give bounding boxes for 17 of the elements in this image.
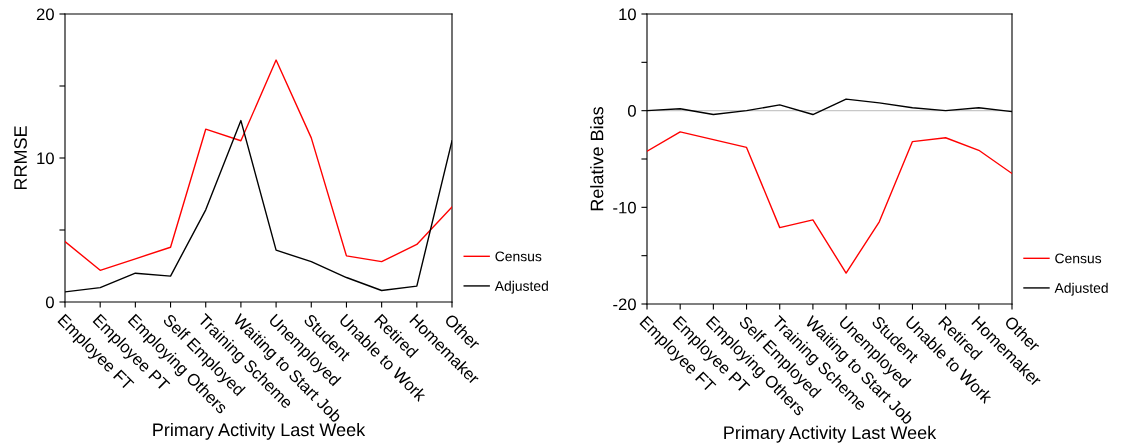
legend-label: Census (1055, 253, 1102, 264)
line-series (65, 59, 452, 272)
line-series (647, 131, 1012, 274)
legend-label: Adjusted (1054, 282, 1108, 296)
x-axis-title: Primary Activity Last Week (724, 425, 937, 443)
legend-label: Census (495, 251, 542, 262)
y-tick-label: 10 (619, 8, 636, 21)
y-tick-label: 0 (627, 105, 636, 117)
y-tick-label: -20 (613, 298, 636, 311)
legend-label: Adjusted (494, 280, 548, 294)
y-tick-label: 20 (36, 8, 54, 21)
y-tick-label: -10 (613, 201, 636, 214)
x-axis-title: Primary Activity Last Week (153, 422, 366, 440)
y-tick-label: 10 (37, 152, 54, 165)
y-axis-title: Relative Bias (590, 106, 604, 211)
y-axis-title: RRMSE (14, 126, 27, 190)
y-tick-label: 0 (45, 296, 54, 309)
